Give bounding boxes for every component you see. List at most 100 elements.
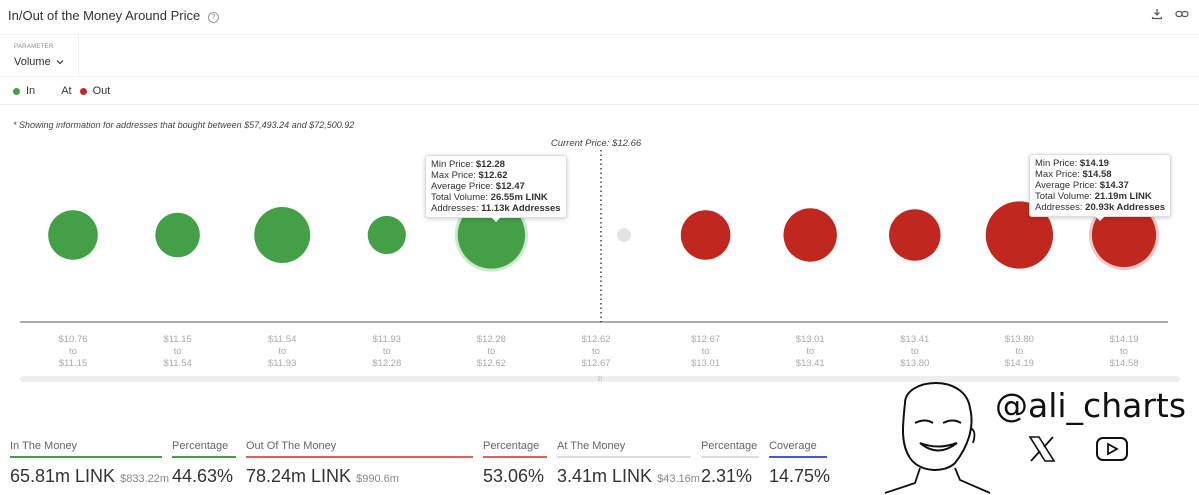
stat-label: In The Money [10, 440, 162, 458]
tooltip-line: Addresses: 20.93k Addresses [1035, 202, 1166, 213]
legend: In At Out [13, 85, 130, 97]
x-tick-label: $13.01 [796, 334, 825, 345]
x-tick-label: $13.01 [691, 358, 720, 369]
stat-out-of-the-money: Out Of The Money 78.24m LINK $990.6m [246, 440, 473, 487]
stat-value: 2.31% [701, 466, 753, 486]
x-tick-label: $12.67 [581, 358, 610, 369]
divider [0, 76, 1199, 77]
bubble-out[interactable] [680, 210, 731, 260]
x-tick-label: $11.93 [373, 334, 401, 345]
tooltip-line: Total Volume: 26.55m LINK [431, 192, 548, 203]
bubble-in[interactable] [254, 207, 311, 263]
title-text: In/Out of the Money Around Price [8, 8, 201, 23]
bubble-in[interactable] [155, 212, 200, 258]
legend-item-in[interactable]: In [13, 85, 35, 97]
parameter-value: Volume [14, 56, 51, 68]
stat-label: Out Of The Money [246, 440, 473, 458]
stat-value: 3.41m LINK $43.16m [557, 466, 700, 486]
x-tick-label: $11.93 [268, 358, 296, 369]
x-tick-label: $11.54 [268, 334, 296, 345]
address-range-note: * Showing information for addresses that… [13, 120, 355, 130]
bubble-in[interactable] [48, 210, 98, 260]
tooltip-line: Average Price: $12.47 [431, 181, 525, 192]
x-tick-label: $11.54 [163, 358, 191, 369]
bubble-at[interactable] [617, 228, 631, 242]
legend-dot-in [13, 87, 20, 95]
stat-value: 53.06% [483, 466, 545, 486]
handle-text: @ali_charts [995, 386, 1187, 425]
youtube-icon[interactable] [1095, 435, 1129, 463]
stat-label: Percentage [172, 440, 236, 458]
legend-label: Out [92, 85, 111, 97]
bubble-out[interactable] [783, 208, 837, 262]
x-tick-label: $10.76 [58, 334, 87, 345]
x-tick-label: to [383, 346, 391, 357]
x-tick-label: to [1015, 346, 1023, 357]
chart-scrollbar[interactable]: ||| [20, 376, 1180, 382]
stat-in-the-money: In The Money 65.81m LINK $833.22m [10, 440, 170, 487]
header: In/Out of the Money Around Price ? [0, 0, 1199, 35]
tooltip-line: Max Price: $14.58 [1035, 169, 1112, 180]
x-logo-icon[interactable] [1027, 434, 1057, 464]
x-tick-label: to [69, 346, 77, 357]
divider [0, 104, 1199, 105]
parameter-label: PARAMETER [14, 44, 54, 50]
x-tick-label: $14.19 [1109, 334, 1138, 345]
stat-percentage: Percentage 53.06% [483, 440, 547, 487]
x-tick-label: $12.62 [477, 358, 506, 369]
x-tick-label: to [278, 346, 286, 357]
stat-label: At The Money [557, 440, 691, 458]
legend-label: At [61, 85, 72, 97]
question-circle-icon[interactable]: ? [207, 12, 219, 23]
bubble-in[interactable] [457, 201, 526, 269]
legend-item-out[interactable]: Out [79, 85, 111, 97]
stat-label: Percentage [483, 440, 547, 458]
x-tick-label: $13.41 [900, 334, 929, 345]
page-title: In/Out of the Money Around Price ? [8, 8, 219, 23]
tooltip-line: Total Volume: 21.19m LINK [1035, 191, 1152, 202]
stat-value: 44.63% [172, 466, 234, 486]
bubble-out[interactable] [889, 209, 941, 261]
stat-value: 14.75% [769, 466, 831, 486]
stat-usd-value: $43.16m [654, 473, 700, 485]
bubble-out[interactable] [985, 201, 1054, 269]
x-tick-label: $12.28 [477, 334, 506, 345]
bubble-tooltip: Min Price: $14.19 Max Price: $14.58 Averag… [1029, 154, 1172, 221]
parameter-dropdown[interactable]: Volume [14, 56, 64, 68]
tooltip-line: Max Price: $12.62 [431, 170, 508, 181]
x-tick-label: to [911, 346, 919, 357]
download-icon[interactable] [1151, 8, 1163, 23]
x-tick-label: to [702, 346, 710, 357]
stat-coverage: Coverage 14.75% [769, 440, 831, 487]
stat-percentage: Percentage 2.31% [701, 440, 759, 487]
bubble-out[interactable] [1091, 202, 1157, 268]
x-tick-label: $12.28 [372, 358, 401, 369]
stat-usd-value: $990.6m [353, 473, 399, 485]
stats-bar: In The Money 65.81m LINK $833.22m Percenta… [10, 440, 837, 487]
stat-usd-value: $833.22m [117, 473, 170, 485]
legend-item-at[interactable]: At [55, 85, 71, 97]
branding: @ali_charts [875, 368, 1199, 495]
scroll-grip-icon[interactable]: ||| [598, 376, 602, 382]
tooltip-line: Min Price: $14.19 [1035, 158, 1109, 169]
tooltip-line: Addresses: 11.13k Addresses [431, 203, 561, 214]
chevron-down-icon [56, 60, 64, 65]
x-tick-label: to [806, 346, 814, 357]
x-tick-label: to [174, 346, 182, 357]
tooltip-line: Min Price: $12.28 [431, 159, 505, 170]
x-tick-label: $12.62 [581, 334, 610, 345]
x-tick-label: $12.67 [691, 334, 720, 345]
bubble-in[interactable] [367, 215, 406, 255]
link-icon[interactable] [1175, 8, 1189, 23]
parameter-selector: PARAMETER Volume [0, 35, 79, 76]
stat-value: 65.81m LINK $833.22m [10, 466, 170, 486]
x-tick-label: $14.58 [1109, 358, 1138, 369]
x-tick-label: $13.41 [796, 358, 825, 369]
avatar-sketch-icon [884, 382, 991, 494]
stat-value: 78.24m LINK $990.6m [246, 466, 399, 486]
stat-label: Coverage [769, 440, 827, 458]
x-tick-label: $13.80 [900, 358, 929, 369]
x-tick-label: $14.19 [1005, 358, 1034, 369]
x-tick-label: to [1120, 346, 1128, 357]
x-tick-label: $13.80 [1005, 334, 1034, 345]
